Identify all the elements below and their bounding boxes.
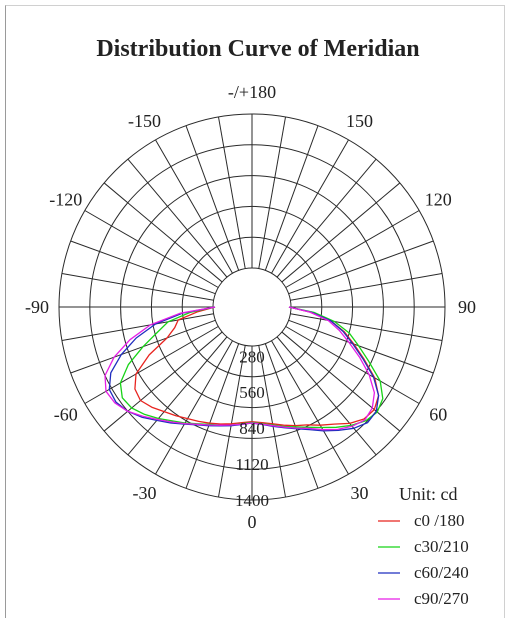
grid-spoke [281, 182, 401, 283]
legend-label-2: c60/240 [414, 563, 469, 582]
grid-spoke [281, 331, 401, 432]
grid-spoke [288, 319, 434, 374]
grid-spoke [290, 272, 443, 301]
grid-spoke [127, 336, 228, 456]
angle-label: -90 [25, 297, 49, 317]
grid-spoke [61, 272, 214, 301]
legend-label-1: c30/210 [414, 537, 469, 556]
grid-spoke [264, 125, 319, 271]
radial-tick-label: 560 [239, 383, 265, 402]
grid-spoke [217, 345, 246, 498]
series-curve-0 [134, 306, 380, 427]
angle-label: 0 [248, 512, 257, 532]
chart-title: Distribution Curve of Meridian [96, 36, 419, 62]
grid-spoke [103, 182, 223, 283]
series-curve-3 [104, 306, 376, 431]
grid-spoke [258, 116, 287, 269]
grid-spoke [127, 158, 228, 278]
radial-tick-label: 1120 [235, 455, 268, 474]
angle-label: 30 [351, 483, 369, 503]
grid-spoke [61, 313, 214, 342]
grid-spoke [258, 345, 287, 498]
grid-spoke [155, 340, 233, 475]
grid-spoke [285, 326, 420, 404]
chart-frame [5, 5, 505, 618]
grid-spoke [217, 116, 246, 269]
grid-spoke [264, 343, 319, 489]
legend-unit-label: Unit: cd [399, 484, 458, 504]
angle-label: -/+180 [228, 82, 276, 102]
legend-label-0: c0 /180 [414, 511, 465, 530]
angle-label: -120 [49, 190, 82, 210]
grid-spoke [84, 326, 219, 404]
curves [104, 306, 384, 432]
grid-ring [212, 267, 292, 347]
angle-label: 120 [425, 190, 452, 210]
angle-label: -60 [54, 405, 78, 425]
angle-label: -150 [128, 111, 161, 131]
grid-spoke [271, 139, 349, 274]
grid-spoke [271, 340, 349, 475]
grid-spoke [285, 210, 420, 288]
angle-label: 90 [458, 297, 476, 317]
legend-label-3: c90/270 [414, 589, 469, 608]
grid-spoke [84, 210, 219, 288]
angle-label: 150 [346, 111, 373, 131]
legend: Unit: cd c0 /180 c30/210 c60/240 c90/270 [378, 484, 469, 608]
grid-spoke [276, 336, 377, 456]
radial-tick-labels: 280 560 840 1120 1400 [235, 347, 269, 510]
grid-spoke [288, 240, 434, 295]
grid-spoke [185, 343, 240, 489]
grid-spoke [276, 158, 377, 278]
grid-spoke [70, 240, 216, 295]
radial-tick-label: 840 [239, 419, 265, 438]
grid-spoke [290, 313, 443, 342]
angle-label: 60 [429, 405, 447, 425]
radial-tick-label: 280 [239, 347, 265, 366]
grid-spoke [155, 139, 233, 274]
grid-spoke [185, 125, 240, 271]
angle-label: -30 [133, 483, 157, 503]
grid-spoke [103, 331, 223, 432]
radial-tick-label: 1400 [235, 491, 269, 510]
angle-labels: 0 30 60 90 120 150 -/+180 -150 -120 -90 -60 -30 [25, 82, 476, 532]
polar-grid [58, 113, 446, 501]
